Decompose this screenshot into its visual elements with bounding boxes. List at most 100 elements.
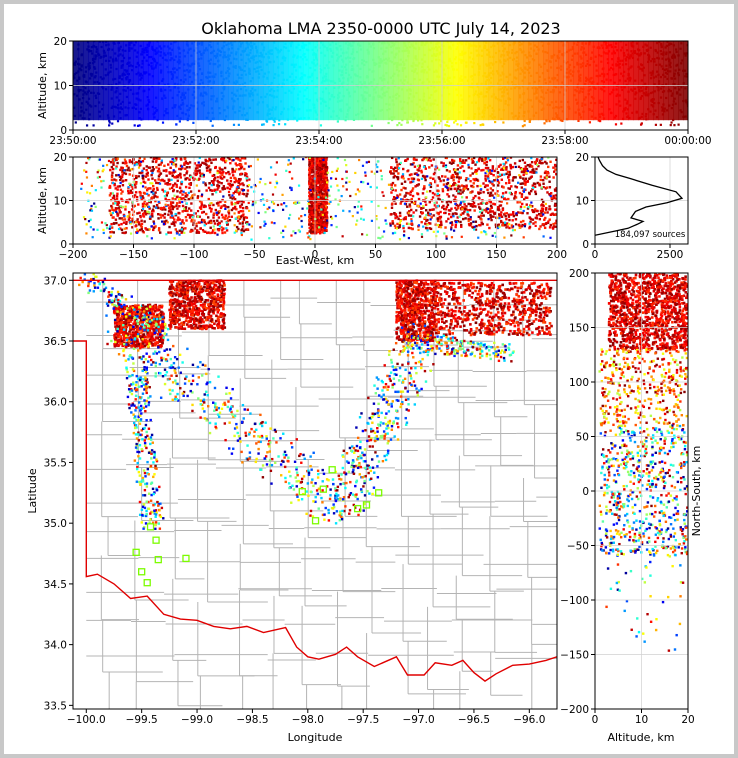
source-point [489,191,493,195]
source-point [278,50,282,53]
source-point [248,92,251,95]
source-point [537,99,541,102]
source-point [310,166,313,170]
source-point [531,187,534,191]
source-point [372,114,375,117]
source-point [482,214,485,217]
source-point [481,222,484,226]
source-point [318,213,322,216]
source-point [435,49,438,52]
source-point [476,85,479,88]
source-point [257,70,260,73]
source-point [95,50,98,53]
source-point [365,86,368,89]
source-point [221,81,225,84]
source-point [216,184,219,187]
source-point [186,69,189,72]
source-point [436,219,440,223]
source-point [413,46,416,49]
source-point [212,183,215,186]
source-point [292,84,295,88]
source-point [533,92,536,95]
source-point [313,103,316,107]
source-point [522,50,525,53]
source-point [633,51,637,55]
source-point [484,80,488,83]
source-point [200,57,203,60]
source-point [310,223,314,226]
source-point [174,163,178,166]
source-point [473,112,477,116]
source-point [190,54,193,57]
source-point [409,115,413,118]
source-point [519,96,522,99]
source-point [151,85,154,88]
source-point [412,119,415,123]
source-point [88,104,92,107]
source-point [233,93,236,96]
source-point [319,168,322,171]
source-point [490,45,493,49]
source-point [112,167,115,171]
source-point [602,80,605,84]
source-point [85,124,89,127]
source-point [161,208,164,211]
source-point [466,79,470,82]
source-point [397,87,400,90]
source-point [487,79,491,82]
source-point [535,91,538,94]
source-point [221,83,224,86]
source-point [674,69,677,72]
source-point [120,175,124,178]
source-point [157,206,160,210]
source-point [184,74,187,77]
source-density [553,41,559,121]
source-point [215,100,218,103]
source-point [316,113,319,116]
source-point [240,58,243,61]
source-point [169,208,172,211]
source-point [483,106,487,109]
source-point [321,222,324,226]
source-point [124,162,127,165]
source-point [419,211,423,214]
source-point [665,51,668,54]
source-point [489,61,493,65]
source-point [477,73,480,76]
source-point [152,228,155,232]
source-point [157,167,161,170]
source-point [205,169,209,172]
source-point [316,171,320,175]
source-point [372,43,375,46]
source-point [108,124,111,127]
source-point [425,101,428,104]
source-point [575,90,578,93]
source-point [363,91,367,94]
source-point [166,52,170,55]
source-point [112,60,115,63]
source-point [80,54,83,57]
source-point [652,113,655,116]
source-point [535,214,539,217]
source-point [161,121,165,124]
source-point [157,163,161,167]
source-point [510,112,513,115]
source-point [494,178,498,182]
source-point [667,90,670,93]
source-point [595,74,598,78]
source-point [173,106,176,109]
source-point [534,192,538,196]
source-point [186,109,189,112]
source-point [627,72,630,76]
source-point [670,56,674,59]
source-point [119,45,122,48]
source-point [141,62,144,65]
source-point [313,162,316,165]
source-point [192,229,195,232]
source-point [344,57,347,60]
source-point [320,167,324,171]
source-point [303,83,306,86]
source-point [399,202,402,205]
source-point [147,228,150,231]
source-point [159,51,162,54]
